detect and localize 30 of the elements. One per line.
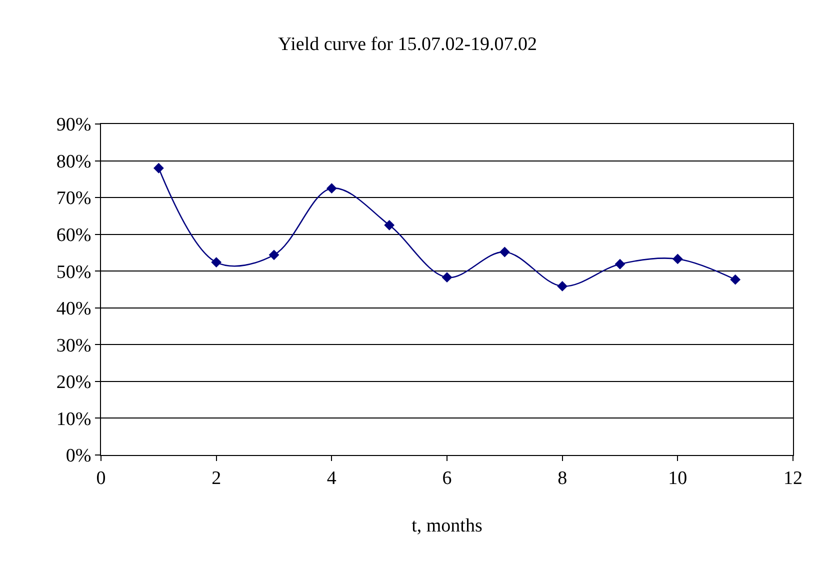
point <box>326 183 337 194</box>
x-tick-label: 4 <box>326 468 337 489</box>
y-tick-label: 60% <box>56 224 92 246</box>
y-tick-label: 80% <box>56 151 92 172</box>
chart-title: Yield curve for 15.07.02-19.07.02 <box>278 34 538 56</box>
point <box>614 258 626 270</box>
point <box>211 257 222 268</box>
point <box>499 246 510 258</box>
point <box>730 274 741 285</box>
point <box>268 250 280 260</box>
y-tick-label: 0% <box>66 446 92 467</box>
x-tick-label: 6 <box>442 468 452 489</box>
point <box>153 162 164 174</box>
y-tick-label: 40% <box>56 298 92 320</box>
x-tick-label: 0 <box>96 468 106 489</box>
y-tick-label: 90% <box>56 114 92 136</box>
point <box>672 254 683 264</box>
x-tick-label: 2 <box>212 468 222 489</box>
point <box>384 220 395 230</box>
y-tick-label: 10% <box>56 408 92 430</box>
point <box>442 272 452 283</box>
y-tick-label: 20% <box>56 372 92 394</box>
y-tick-label: 30% <box>56 335 92 356</box>
point <box>557 280 568 292</box>
x-tick-label: 8 <box>558 468 568 489</box>
x-tick-label: 10 <box>668 468 688 489</box>
y-tick-label: 50% <box>56 262 92 283</box>
x-tick-label: 12 <box>784 468 802 489</box>
x-axis-title: t, months <box>412 516 482 537</box>
y-tick-label: 70% <box>56 188 92 210</box>
